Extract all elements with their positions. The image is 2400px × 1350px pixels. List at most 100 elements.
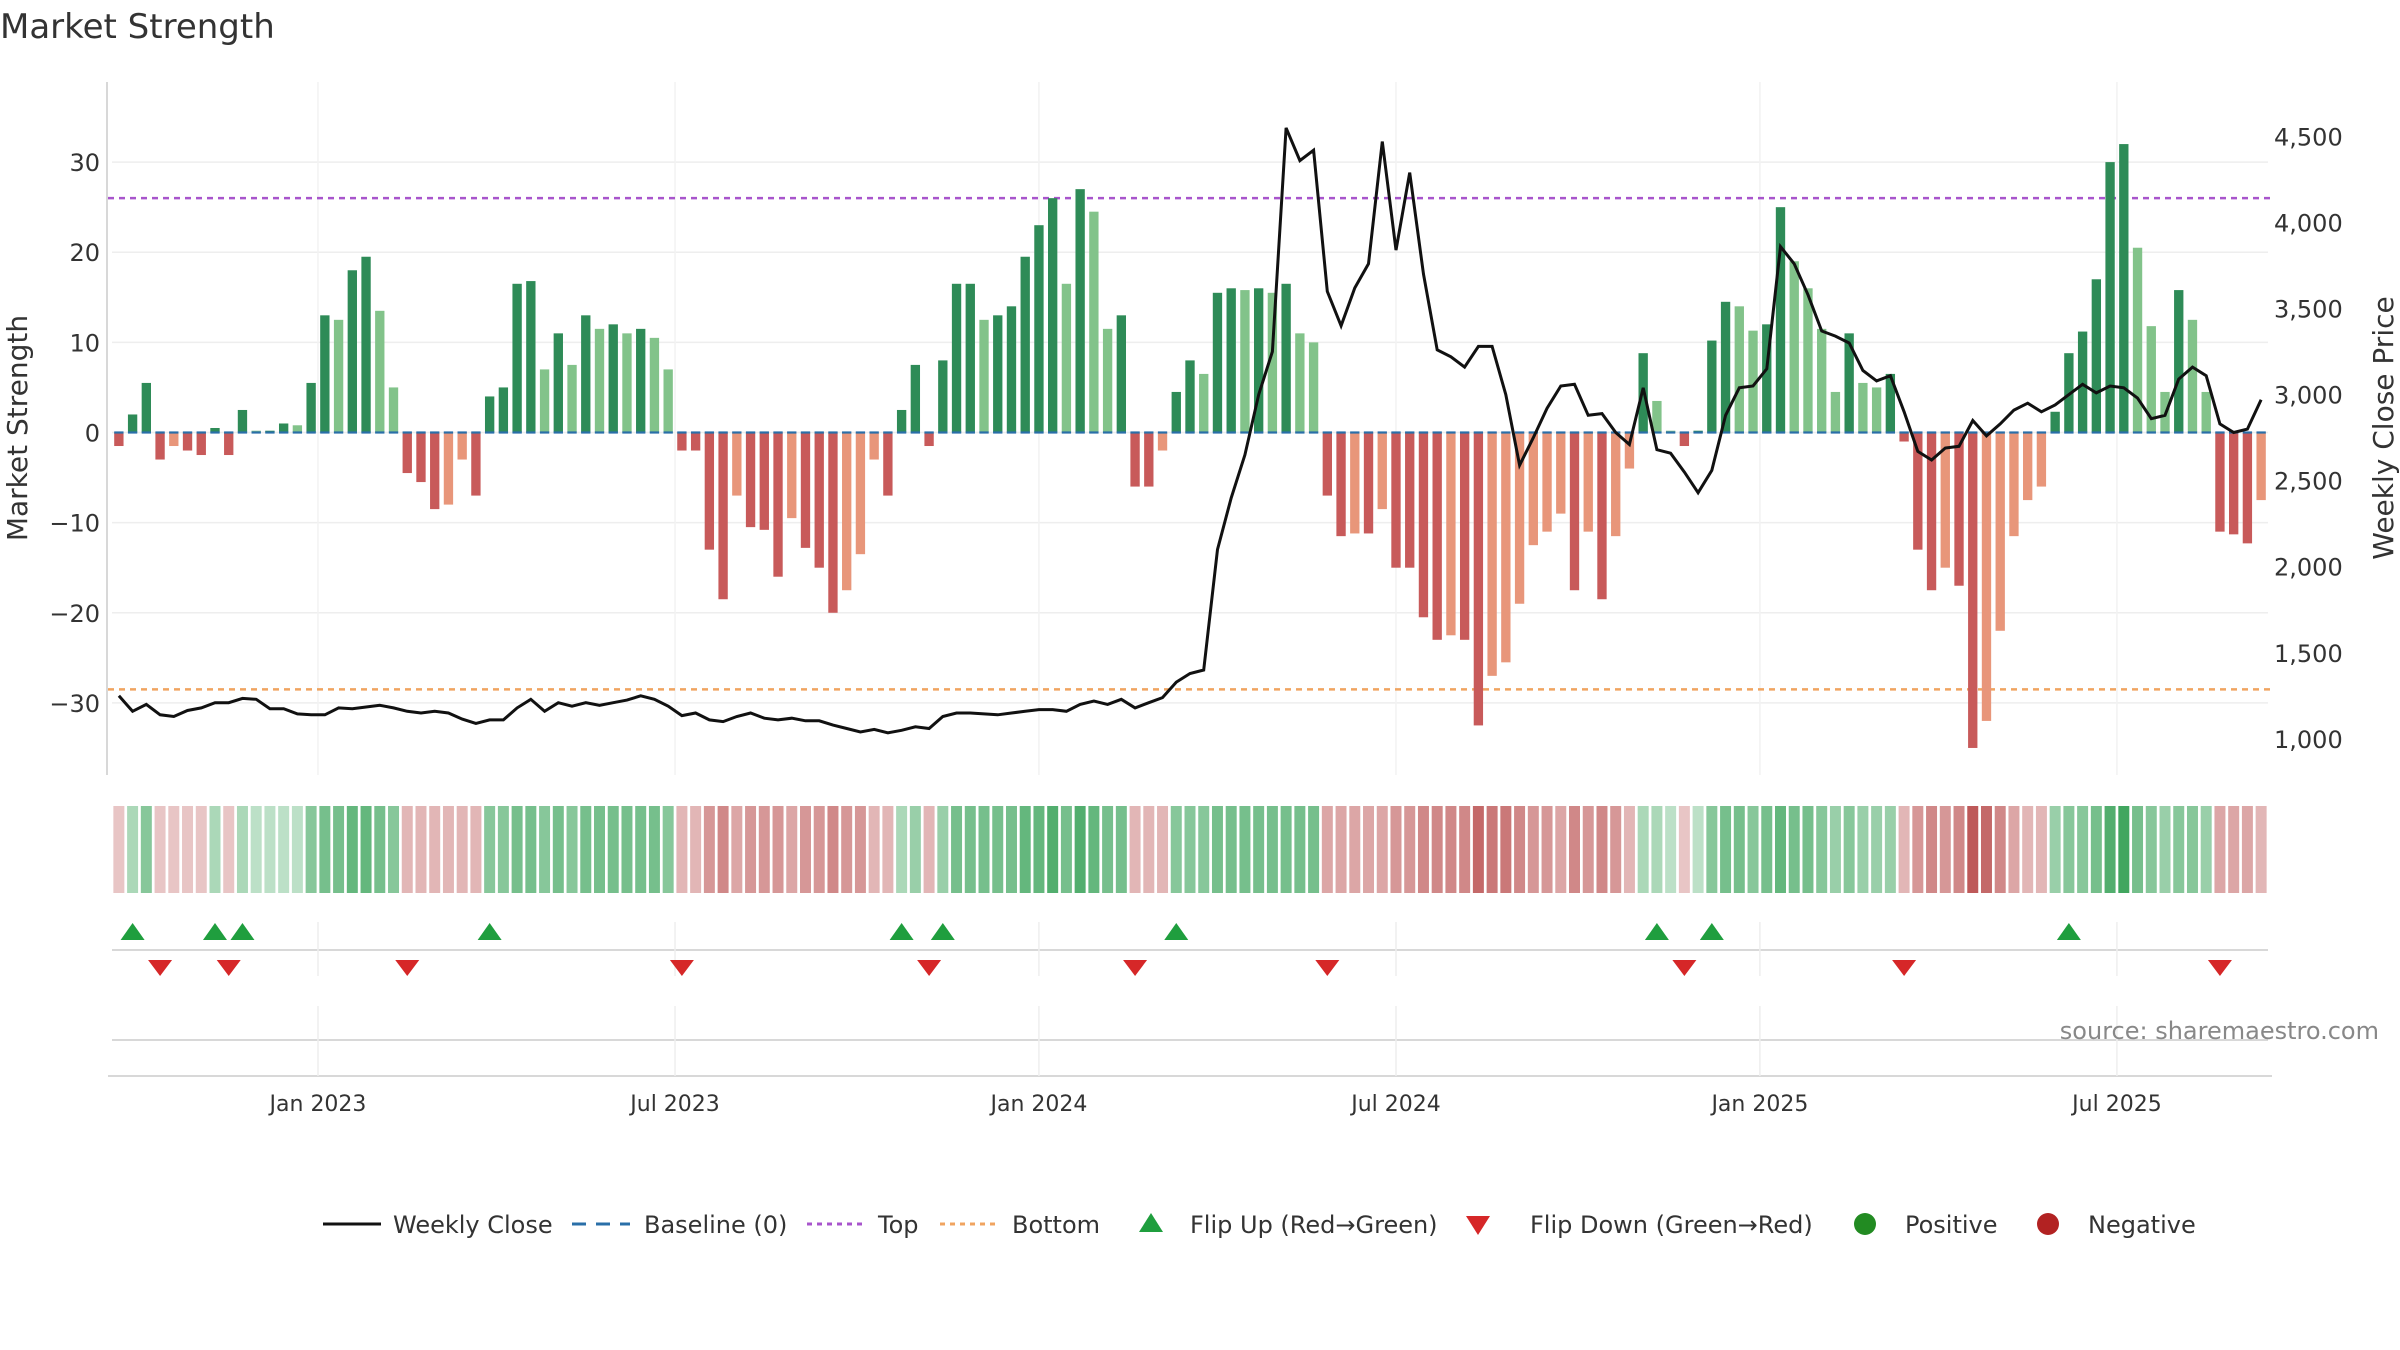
heat-cell-83 [1253, 806, 1265, 893]
heat-cell-142 [2063, 806, 2075, 893]
strength-bar-4 [169, 432, 179, 447]
heat-cell-18 [360, 806, 372, 893]
heat-cell-62 [964, 806, 976, 893]
strength-bar-152 [2201, 391, 2211, 433]
heat-cell-140 [2035, 806, 2047, 893]
heat-cell-105 [1555, 806, 1567, 893]
flip-up-marker-2 [230, 923, 255, 940]
strength-bar-88 [1322, 432, 1332, 496]
strength-bar-130 [1899, 432, 1909, 442]
heat-cell-155 [2241, 806, 2253, 893]
heat-cell-39 [648, 806, 660, 893]
heat-cell-144 [2090, 806, 2102, 893]
strength-bar-95 [1418, 432, 1429, 618]
heat-cell-103 [1527, 806, 1539, 893]
strength-bar-153 [2215, 432, 2225, 532]
strength-bar-59 [924, 432, 934, 447]
flip-down-marker-8 [1892, 960, 1917, 976]
strength-bar-0 [114, 432, 124, 447]
flip-up-marker-6 [1164, 923, 1189, 940]
strength-bar-6 [196, 432, 206, 456]
heat-cell-132 [1926, 806, 1938, 893]
strength-bar-124 [1817, 328, 1827, 433]
right-tick-label-4: 3,000 [2274, 382, 2343, 410]
heat-cell-66 [1019, 806, 1031, 893]
heat-cell-118 [1733, 806, 1745, 893]
strength-bar-139 [2023, 432, 2033, 501]
strength-bar-121 [1775, 207, 1786, 433]
strength-bar-32 [553, 333, 563, 433]
strength-bar-137 [1995, 432, 2005, 631]
strength-bar-110 [1624, 432, 1635, 469]
heat-cell-107 [1582, 806, 1594, 893]
heat-cell-22 [415, 806, 427, 893]
strength-bar-85 [1281, 283, 1291, 433]
heat-cell-88 [1321, 806, 1333, 893]
heat-cell-28 [497, 806, 509, 893]
heat-cell-106 [1569, 806, 1581, 893]
strength-bar-27 [484, 396, 495, 433]
flip-down-marker-4 [917, 960, 942, 976]
strength-bar-17 [347, 270, 357, 433]
strength-bar-94 [1405, 432, 1415, 568]
strength-bar-63 [979, 319, 989, 433]
strength-bar-131 [1913, 432, 1923, 550]
strength-bar-62 [965, 283, 975, 433]
legend: Weekly Close Baseline (0) Top Bottom Fli… [323, 1211, 2196, 1239]
heat-cell-2 [140, 806, 152, 893]
heat-cell-53 [841, 806, 853, 893]
legend-flip-down-marker [1466, 1216, 1490, 1235]
strength-bar-154 [2228, 432, 2239, 535]
legend-positive-label: Positive [1905, 1211, 1998, 1239]
heat-cell-77 [1170, 806, 1182, 893]
heat-cell-41 [676, 806, 688, 893]
strength-bar-123 [1803, 288, 1813, 433]
strength-bar-155 [2242, 432, 2253, 544]
strength-bar-38 [636, 328, 646, 433]
strength-bar-44 [718, 432, 728, 600]
heat-cell-49 [786, 806, 798, 893]
strength-bar-150 [2174, 290, 2184, 433]
strength-bar-122 [1789, 261, 1799, 433]
heat-cell-46 [745, 806, 757, 893]
strength-bar-78 [1185, 360, 1195, 433]
strength-bar-93 [1391, 432, 1401, 568]
strength-heat-strip [113, 806, 2267, 893]
strength-bar-42 [690, 432, 701, 451]
heat-cell-12 [278, 806, 290, 893]
heat-cell-110 [1623, 806, 1635, 893]
heat-cell-98 [1459, 806, 1471, 893]
heat-cell-117 [1720, 806, 1732, 893]
heat-cell-16 [333, 806, 345, 893]
heat-cell-19 [374, 806, 386, 893]
legend-flip-up-marker [1139, 1213, 1163, 1232]
heat-cell-40 [662, 806, 674, 893]
heat-cell-111 [1637, 806, 1649, 893]
heat-cell-71 [1088, 806, 1100, 893]
source-note: source: sharemaestro.com [2060, 1017, 2379, 1045]
heat-cell-89 [1335, 806, 1347, 893]
heat-cell-9 [236, 806, 248, 893]
heat-cell-100 [1486, 806, 1498, 893]
right-tick-label-7: 4,500 [2274, 123, 2343, 151]
heat-cell-133 [1939, 806, 1951, 893]
strength-bar-96 [1432, 432, 1442, 640]
strength-bar-146 [2119, 144, 2129, 433]
strength-bar-7 [210, 427, 220, 433]
left-axis-ticks: −30 −20 −10 0 10 20 30 [49, 149, 100, 718]
heat-cell-44 [717, 806, 729, 893]
heat-cell-122 [1788, 806, 1800, 893]
heat-cell-10 [250, 806, 262, 893]
strength-bar-58 [910, 364, 921, 433]
strength-bar-118 [1734, 306, 1744, 433]
strength-bar-20 [388, 387, 399, 433]
strength-bar-133 [1940, 432, 1950, 568]
strength-bar-81 [1226, 288, 1236, 433]
strength-bar-47 [759, 432, 769, 530]
strength-bar-40 [663, 369, 673, 433]
strength-bar-57 [896, 409, 907, 433]
x-tick-label-4: Jan 2025 [1709, 1092, 1808, 1117]
flip-up-marker-1 [202, 923, 227, 940]
bottom-panel-gridlines [317, 1006, 2118, 1076]
